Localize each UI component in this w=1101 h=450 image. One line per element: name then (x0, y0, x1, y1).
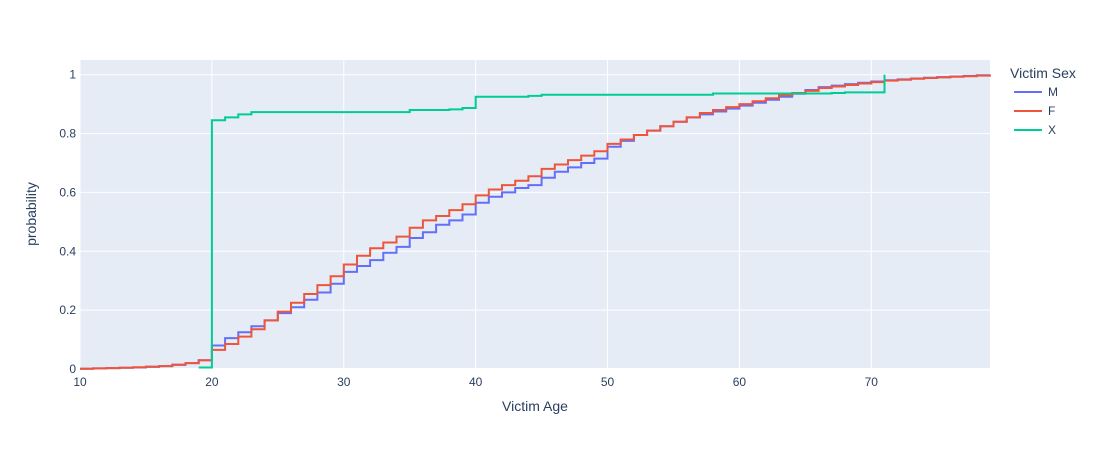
x-tick-label: 40 (469, 375, 483, 389)
x-tick-label: 60 (733, 375, 747, 389)
plot-background (80, 60, 990, 369)
y-tick-label: 0 (69, 362, 76, 376)
x-tick-label: 30 (337, 375, 351, 389)
x-tick-label: 10 (73, 375, 87, 389)
series-line-F (80, 74, 991, 370)
y-tick-label: 0.2 (59, 303, 76, 317)
x-axis-title: Victim Age (502, 398, 568, 414)
legend-label-F[interactable]: F (1048, 104, 1055, 118)
y-tick-label: 0.6 (59, 185, 76, 199)
y-tick-label: 1 (69, 68, 76, 82)
series-line-X (198, 74, 886, 369)
y-axis-ticks: 0 0.2 0.4 0.6 0.8 1 (59, 68, 76, 376)
legend-label-M[interactable]: M (1048, 85, 1058, 99)
x-tick-label: 70 (865, 375, 879, 389)
legend-label-X[interactable]: X (1048, 123, 1056, 137)
grid (79, 60, 990, 370)
series-lines (80, 74, 991, 370)
legend-title: Victim Sex (1010, 65, 1076, 81)
legend[interactable]: MFX (1014, 85, 1058, 137)
x-axis-ticks: 10 20 30 40 50 60 70 (73, 375, 878, 389)
y-tick-label: 0.8 (59, 127, 76, 141)
y-axis-title: probability (23, 182, 39, 246)
x-tick-label: 50 (601, 375, 615, 389)
x-tick-label: 20 (205, 375, 219, 389)
y-tick-label: 0.4 (59, 244, 76, 258)
